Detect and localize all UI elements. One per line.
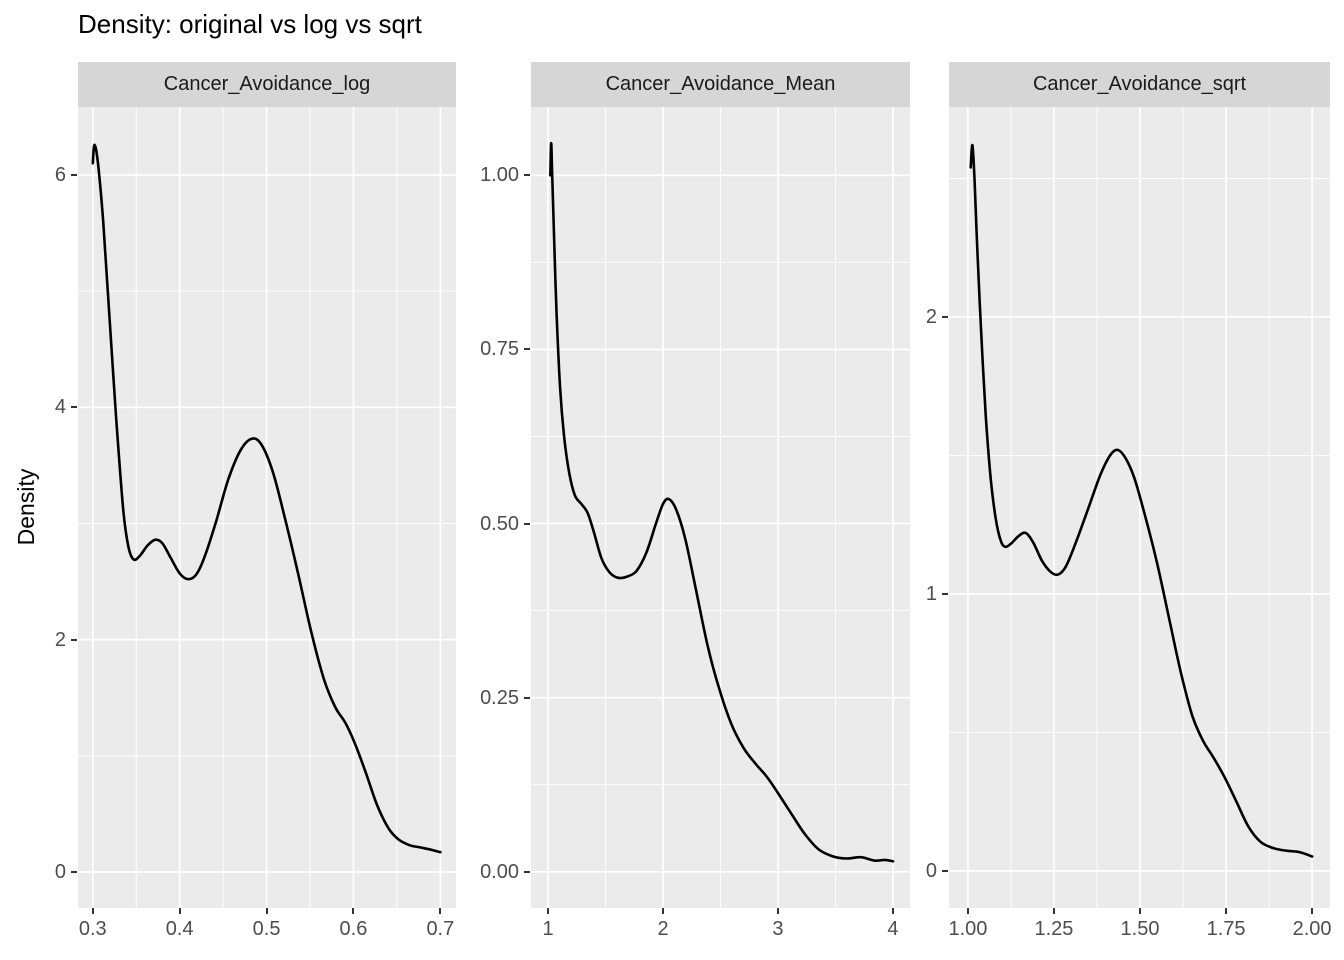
density-curve [969,143,1314,858]
density-curve [91,143,442,854]
y-tick-mark [942,592,948,595]
y-tick-mark [524,522,530,525]
x-tick-label: 0.7 [426,918,455,940]
x-tick-mark [891,908,894,914]
x-tick-mark [776,908,779,914]
x-tick-label: 1 [542,918,554,940]
x-tick-label: 4 [887,918,899,940]
facet-strip: Cancer_Avoidance_Mean [531,62,910,107]
x-tick-label: 0.3 [78,918,107,940]
y-tick-label: 0 [54,860,66,883]
chart-title: Density: original vs log vs sqrt [78,9,422,39]
x-tick-mark [1311,908,1314,914]
y-tick-mark [71,173,77,176]
x-tick-label: 2.00 [1292,918,1332,940]
x-tick-mark [547,908,550,914]
y-tick-label: 0 [925,859,937,882]
y-tick-mark [524,348,530,351]
x-tick-label: 0.4 [165,918,194,940]
x-tick-mark [91,908,94,914]
x-tick-label: 0.5 [252,918,281,940]
y-tick-label: 2 [925,305,937,328]
facet-panel [78,107,456,908]
x-tick-mark [966,908,969,914]
x-tick-mark [1052,908,1055,914]
y-tick-label: 0.50 [480,512,519,535]
y-tick-label: 0.75 [480,338,519,361]
y-tick-label: 0.25 [480,686,519,709]
y-tick-label: 6 [54,163,66,186]
x-tick-mark [178,908,181,914]
facet-strip: Cancer_Avoidance_log [78,62,456,107]
y-tick-label: 2 [54,628,66,651]
x-tick-label: 3 [772,918,784,940]
y-tick-mark [942,315,948,318]
x-tick-mark [662,908,664,914]
y-tick-mark [942,869,948,872]
x-tick-label: 1.50 [1120,918,1160,940]
y-tick-mark [524,870,530,873]
y-tick-mark [71,870,77,873]
x-tick-label: 1.75 [1206,918,1246,940]
y-tick-mark [71,406,77,409]
facet-panel [949,107,1330,908]
x-tick-label: 0.6 [339,918,368,940]
x-tick-mark [439,908,442,914]
x-tick-mark [1225,908,1228,914]
y-tick-mark [71,638,77,641]
y-tick-label: 4 [54,396,66,419]
y-tick-mark [524,174,530,177]
x-tick-label: 1.25 [1034,918,1074,940]
y-tick-label: 0.00 [480,860,519,883]
facet-panel [531,107,910,908]
x-tick-label: 2 [657,918,669,940]
y-tick-label: 1 [925,582,937,605]
y-axis-label: Density [13,468,39,546]
y-tick-label: 1.00 [480,164,519,187]
y-tick-mark [524,696,530,699]
density-curve [549,141,895,863]
facet-strip: Cancer_Avoidance_sqrt [949,62,1330,107]
x-tick-mark [265,908,268,914]
x-tick-mark [352,908,355,914]
x-tick-mark [1139,908,1142,914]
x-tick-label: 1.00 [948,918,988,940]
